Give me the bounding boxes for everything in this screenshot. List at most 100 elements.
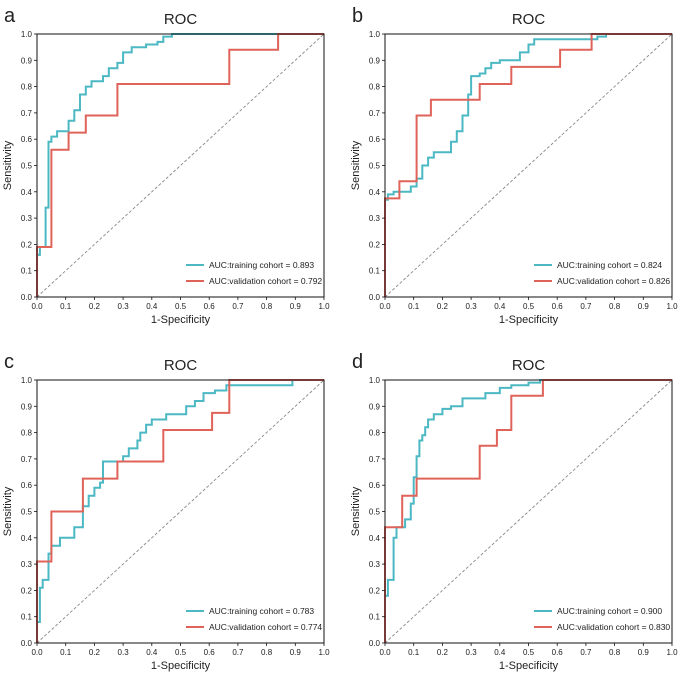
chart-title: ROC — [164, 357, 198, 374]
y-axis-label: Sensitivity — [2, 140, 14, 190]
y-tick-label: 0.4 — [21, 534, 33, 543]
x-tick-label: 0.2 — [437, 302, 449, 311]
training-roc-curve — [36, 33, 324, 297]
x-tick-label: 0.7 — [580, 648, 592, 657]
legend-entry: AUC:validation cohort = 0.774 — [209, 622, 322, 632]
panel-letter: c — [4, 351, 14, 373]
y-tick-label: 0.1 — [369, 267, 381, 276]
y-tick-label: 0.3 — [369, 214, 381, 223]
validation-roc-curve — [384, 379, 672, 643]
y-tick-label: 0.7 — [21, 109, 33, 118]
x-tick-label: 0.1 — [60, 648, 72, 657]
y-tick-label: 0.4 — [369, 188, 381, 197]
y-tick-label: 0.9 — [21, 402, 33, 411]
x-tick-label: 1.0 — [318, 648, 330, 657]
legend-entry: AUC:validation cohort = 0.792 — [209, 276, 322, 286]
x-tick-label: 1.0 — [666, 648, 678, 657]
legend-entry: AUC:validation cohort = 0.826 — [557, 276, 670, 286]
y-tick-label: 0.5 — [21, 162, 33, 171]
x-axis-label: 1-Specificity — [499, 314, 559, 326]
x-tick-label: 0.8 — [609, 302, 621, 311]
y-tick-label: 0.0 — [369, 639, 381, 648]
y-tick-label: 1.0 — [369, 376, 381, 385]
panel-letter: a — [4, 5, 16, 27]
x-tick-label: 0.9 — [290, 648, 302, 657]
x-tick-label: 0.0 — [31, 648, 43, 657]
panel-letter: d — [352, 351, 363, 373]
x-tick-label: 0.0 — [379, 648, 391, 657]
y-tick-label: 0.0 — [21, 293, 33, 302]
x-tick-label: 0.3 — [118, 648, 130, 657]
x-tick-label: 0.9 — [290, 302, 302, 311]
x-tick-label: 1.0 — [318, 302, 330, 311]
x-tick-label: 0.6 — [204, 302, 216, 311]
y-tick-label: 0.0 — [369, 293, 381, 302]
x-tick-label: 0.8 — [261, 302, 273, 311]
x-tick-label: 0.4 — [494, 302, 506, 311]
y-tick-label: 0.9 — [21, 56, 33, 65]
diagonal-reference-line — [36, 33, 325, 298]
y-tick-label: 0.7 — [21, 455, 33, 464]
y-tick-label: 0.1 — [369, 613, 381, 622]
roc-panel-a: a ROC 0.00.0 0.1 0.1 0.2 0.2 0.3 0.3 0.4 0.4 0.5 0.5… — [2, 5, 330, 326]
roc-panel-c: c ROC 0.00.0 0.1 0.1 0.2 0.2 0.3 0.3 0.4 0.4 0.5 0.5… — [2, 351, 330, 672]
x-tick-label: 0.8 — [261, 648, 273, 657]
y-tick-label: 0.7 — [369, 109, 381, 118]
x-tick-label: 0.1 — [408, 302, 420, 311]
y-tick-label: 1.0 — [21, 30, 33, 39]
x-tick-label: 0.5 — [175, 648, 187, 657]
x-tick-label: 0.2 — [89, 302, 101, 311]
y-tick-label: 0.8 — [369, 83, 381, 92]
y-tick-label: 0.5 — [369, 162, 381, 171]
x-tick-label: 0.5 — [175, 302, 187, 311]
x-tick-label: 0.5 — [523, 648, 535, 657]
roc-panel-b: b ROC 0.00.0 0.1 0.1 0.2 0.2 0.3 0.3 0.4 0.4 0.5 0.5… — [350, 5, 678, 326]
y-tick-label: 0.6 — [21, 481, 33, 490]
y-tick-label: 0.5 — [21, 508, 33, 517]
x-tick-label: 0.3 — [466, 302, 478, 311]
x-tick-label: 0.7 — [232, 648, 244, 657]
x-axis-label: 1-Specificity — [499, 660, 559, 672]
legend-entry: AUC:training cohort = 0.783 — [209, 606, 314, 616]
x-tick-label: 0.6 — [552, 302, 564, 311]
y-tick-label: 0.2 — [21, 240, 33, 249]
x-tick-label: 0.9 — [638, 648, 650, 657]
x-tick-label: 0.4 — [494, 648, 506, 657]
y-tick-label: 0.4 — [21, 188, 33, 197]
x-tick-label: 0.6 — [552, 648, 564, 657]
validation-roc-curve — [384, 33, 672, 297]
legend-entry: AUC:training cohort = 0.900 — [557, 606, 662, 616]
legend-entry: AUC:training cohort = 0.893 — [209, 260, 314, 270]
x-tick-label: 0.2 — [89, 648, 101, 657]
x-tick-label: 0.7 — [232, 302, 244, 311]
y-tick-label: 0.8 — [369, 429, 381, 438]
y-tick-label: 0.2 — [21, 586, 33, 595]
validation-roc-curve — [36, 379, 324, 643]
y-tick-label: 0.5 — [369, 508, 381, 517]
x-tick-label: 0.6 — [204, 648, 216, 657]
y-tick-label: 0.3 — [21, 214, 33, 223]
x-tick-label: 0.4 — [146, 648, 158, 657]
training-roc-curve — [384, 33, 672, 297]
x-tick-label: 0.1 — [60, 302, 72, 311]
y-tick-label: 0.7 — [369, 455, 381, 464]
x-tick-label: 0.0 — [31, 302, 43, 311]
y-axis-label: Sensitivity — [350, 486, 362, 536]
y-tick-label: 0.8 — [21, 83, 33, 92]
x-tick-label: 0.3 — [118, 302, 130, 311]
panel-letter: b — [352, 5, 363, 27]
y-tick-label: 0.3 — [21, 560, 33, 569]
y-tick-label: 0.6 — [21, 135, 33, 144]
y-tick-label: 1.0 — [21, 376, 33, 385]
x-tick-label: 0.1 — [408, 648, 420, 657]
y-tick-label: 0.2 — [369, 240, 381, 249]
x-tick-label: 0.2 — [437, 648, 449, 657]
x-tick-label: 0.3 — [466, 648, 478, 657]
x-tick-label: 0.4 — [146, 302, 158, 311]
y-tick-label: 0.2 — [369, 586, 381, 595]
y-tick-label: 0.6 — [369, 481, 381, 490]
y-axis-label: Sensitivity — [350, 140, 362, 190]
y-tick-label: 0.4 — [369, 534, 381, 543]
roc-panel-d: d ROC 0.00.0 0.1 0.1 0.2 0.2 0.3 0.3 0.4 0.4 0.5 0.5… — [350, 351, 678, 672]
